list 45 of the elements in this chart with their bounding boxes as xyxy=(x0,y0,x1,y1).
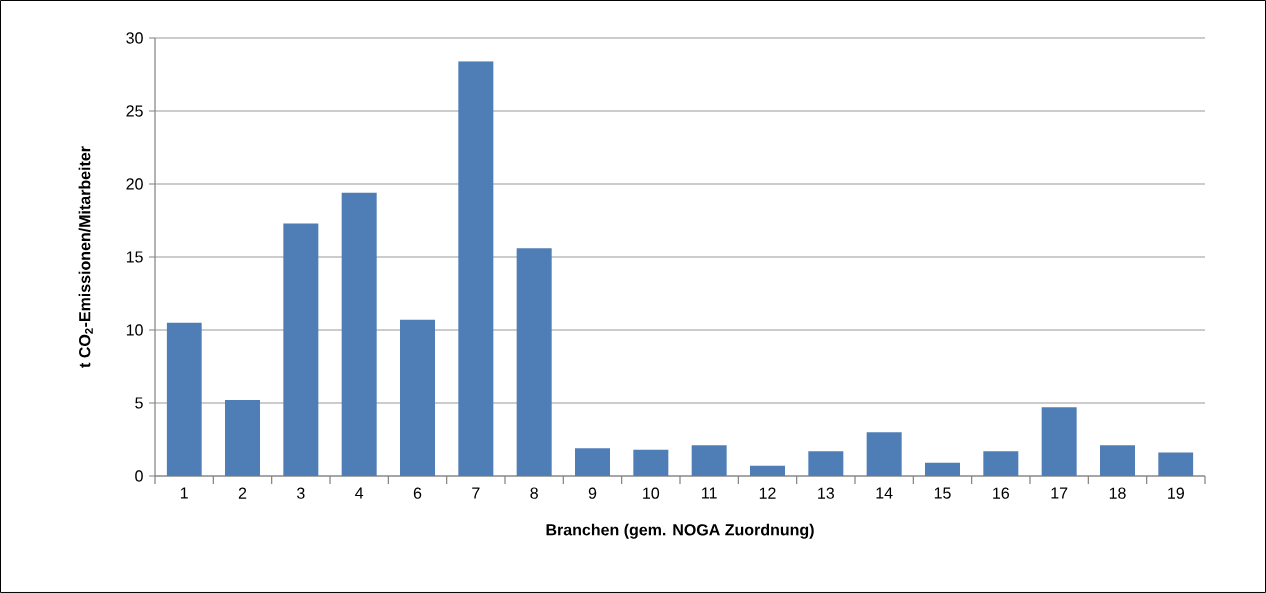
bar xyxy=(1158,452,1194,476)
bar xyxy=(1041,407,1077,476)
x-tick-label: 11 xyxy=(702,487,717,499)
y-tick-label: 30 xyxy=(126,32,143,44)
x-tick-label: 1 xyxy=(180,487,188,499)
bar xyxy=(283,223,319,476)
bar xyxy=(516,248,552,476)
y-tick-label: 5 xyxy=(135,397,143,409)
bar xyxy=(808,451,844,476)
x-tick-label: 4 xyxy=(355,487,364,499)
bar xyxy=(458,61,494,476)
y-tick-label: 20 xyxy=(126,178,143,190)
x-tick-label: 6 xyxy=(413,487,422,499)
y-tick-label: 0 xyxy=(135,470,143,482)
x-tick-label: 16 xyxy=(993,487,1010,499)
bar xyxy=(750,465,785,476)
y-tick-label: 10 xyxy=(126,324,143,336)
y-axis-title: t CO$_{2}$-Emissionen/Mitarbeiter xyxy=(78,146,93,368)
x-tick-label: 13 xyxy=(818,487,835,499)
x-tick-label: 17 xyxy=(1051,487,1068,499)
y-tick-label: 15 xyxy=(126,251,143,263)
x-tick-label: 10 xyxy=(643,487,660,499)
x-tick-label: 19 xyxy=(1168,487,1184,499)
x-tick-label: 12 xyxy=(759,487,776,499)
x-tick-label: 8 xyxy=(530,487,538,499)
bar xyxy=(925,462,960,476)
x-tick-label: 18 xyxy=(1109,487,1126,499)
x-tick-label: 14 xyxy=(876,487,893,499)
x-tick-label: 15 xyxy=(934,487,951,499)
bar xyxy=(575,448,610,476)
bar xyxy=(983,451,1019,476)
x-tick-label: 7 xyxy=(472,487,480,499)
bar xyxy=(166,322,202,476)
x-axis-title: Branchen (gem. NOGA Zuordnung) xyxy=(546,523,814,539)
x-tick-label: 9 xyxy=(588,487,597,499)
x-tick-label: 3 xyxy=(297,487,305,499)
bar xyxy=(400,319,435,476)
bar xyxy=(866,432,902,476)
bar xyxy=(691,445,727,476)
bar xyxy=(225,400,261,476)
x-tick-label: 2 xyxy=(238,487,247,499)
bar xyxy=(633,449,669,476)
bar xyxy=(1100,445,1135,476)
y-tick-label: 25 xyxy=(126,105,143,117)
bar xyxy=(341,192,377,476)
